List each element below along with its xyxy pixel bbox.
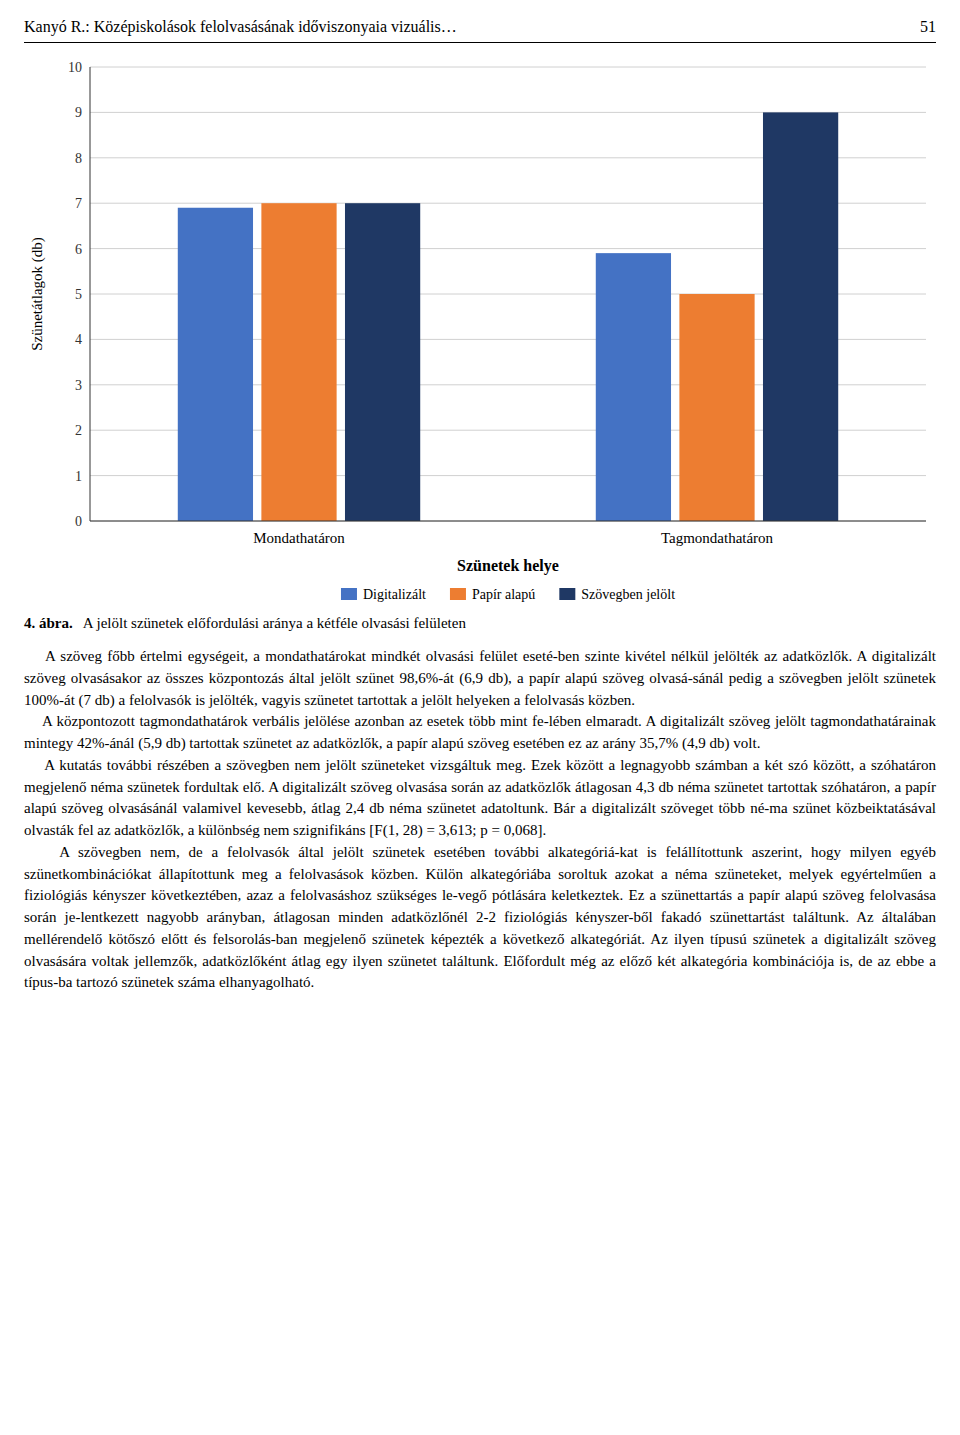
y-tick-label: 8 xyxy=(75,151,82,166)
bar xyxy=(679,294,754,521)
y-tick-label: 6 xyxy=(75,242,82,257)
legend-item: Digitalizált xyxy=(341,587,426,602)
legend-swatch xyxy=(559,588,575,600)
bar xyxy=(763,112,838,521)
legend: Digitalizált Papír alapú Szövegben jelölt xyxy=(341,587,675,602)
y-tick-label: 5 xyxy=(75,287,82,302)
y-tick-label: 7 xyxy=(75,196,82,211)
y-tick-label: 9 xyxy=(75,105,82,120)
legend-label: Digitalizált xyxy=(363,587,426,602)
bar xyxy=(178,208,253,521)
page-number: 51 xyxy=(920,18,936,36)
paragraph: A szöveg főbb értelmi egységeit, a monda… xyxy=(24,646,936,711)
paragraph: A központozott tagmondathatárok verbális… xyxy=(24,711,936,755)
grid xyxy=(90,67,926,521)
bar xyxy=(345,203,420,521)
header: Kanyó R.: Középiskolások felolvasásának … xyxy=(24,18,936,43)
figure-label: 4. ábra. xyxy=(24,615,73,631)
legend-item: Papír alapú xyxy=(450,587,535,602)
grid-line xyxy=(90,67,926,68)
y-tick-label: 0 xyxy=(75,514,82,529)
legend-label: Papír alapú xyxy=(472,587,535,602)
x-tick-label: Mondathatáron xyxy=(253,530,345,546)
y-axis-label: Szünetátlagok (db) xyxy=(29,237,46,351)
x-tick-label: Tagmondathatáron xyxy=(661,530,774,546)
bars xyxy=(178,112,838,521)
legend-swatch xyxy=(450,588,466,600)
y-axis xyxy=(90,67,91,521)
body-text: A szöveg főbb értelmi egységeit, a monda… xyxy=(24,646,936,994)
header-text: Kanyó R.: Középiskolások felolvasásának … xyxy=(24,18,457,36)
figure-caption: 4. ábra. A jelölt szünetek előfordulási a… xyxy=(24,615,936,632)
legend-item: Szövegben jelölt xyxy=(559,587,675,602)
legend-label: Szövegben jelölt xyxy=(581,587,675,602)
paragraph: A kutatás további részében a szövegben n… xyxy=(24,755,936,842)
chart: 0 1 2 3 4 5 6 7 8 9 10 Mondathatáron Tagmondathatáro… xyxy=(24,51,936,611)
y-tick-label: 10 xyxy=(68,60,82,75)
x-axis xyxy=(90,521,926,522)
y-tick-label: 4 xyxy=(75,332,82,347)
bar xyxy=(596,253,671,521)
x-axis-label: Szünetek helye xyxy=(457,557,559,575)
figure-caption-text: A jelölt szünetek előfordulási aránya a … xyxy=(83,615,466,631)
bar xyxy=(261,203,336,521)
page-body: {"header": "Kanyó R.: Középiskolások fel… xyxy=(0,0,960,1014)
y-tick-label: 1 xyxy=(75,469,82,484)
y-tick-label: 3 xyxy=(75,378,82,393)
paragraph: A szövegben nem, de a felolvasók által j… xyxy=(24,842,936,994)
legend-swatch xyxy=(341,588,357,600)
y-tick-label: 2 xyxy=(75,423,82,438)
grid-line xyxy=(90,521,926,522)
page: Kanyó R.: Középiskolások felolvasásának … xyxy=(0,0,960,1014)
